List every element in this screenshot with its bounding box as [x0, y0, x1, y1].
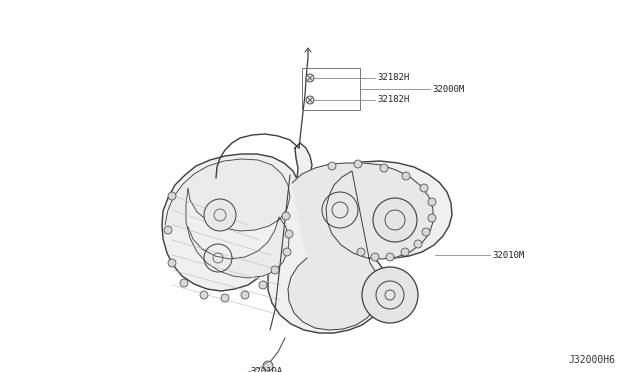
Circle shape [180, 279, 188, 287]
Circle shape [422, 228, 430, 236]
Circle shape [306, 74, 314, 82]
Circle shape [362, 267, 418, 323]
Circle shape [357, 248, 365, 256]
Circle shape [200, 291, 208, 299]
Circle shape [263, 361, 273, 371]
Circle shape [164, 226, 172, 234]
Circle shape [283, 248, 291, 256]
Circle shape [401, 248, 409, 256]
Circle shape [380, 164, 388, 172]
Circle shape [414, 240, 422, 248]
Text: 32182H: 32182H [377, 96, 409, 105]
Circle shape [282, 212, 290, 220]
Circle shape [371, 253, 379, 261]
Circle shape [271, 266, 279, 274]
Circle shape [328, 162, 336, 170]
Text: 32010M: 32010M [492, 250, 524, 260]
Circle shape [259, 281, 267, 289]
Text: 32010A: 32010A [250, 367, 282, 372]
Circle shape [386, 253, 394, 261]
Bar [302, 68, 360, 110]
Circle shape [168, 259, 176, 267]
Polygon shape [288, 163, 433, 330]
Circle shape [373, 198, 417, 242]
Polygon shape [165, 159, 290, 278]
Circle shape [306, 96, 314, 104]
Circle shape [428, 214, 436, 222]
Circle shape [285, 230, 293, 238]
Polygon shape [162, 143, 452, 333]
Circle shape [428, 198, 436, 206]
Circle shape [354, 160, 362, 168]
Text: 32000M: 32000M [432, 84, 464, 93]
Text: 32182H: 32182H [377, 74, 409, 83]
Circle shape [204, 199, 236, 231]
Circle shape [168, 192, 176, 200]
Circle shape [420, 184, 428, 192]
Circle shape [402, 172, 410, 180]
Circle shape [241, 291, 249, 299]
Text: J32000H6: J32000H6 [568, 355, 615, 365]
Circle shape [221, 294, 229, 302]
